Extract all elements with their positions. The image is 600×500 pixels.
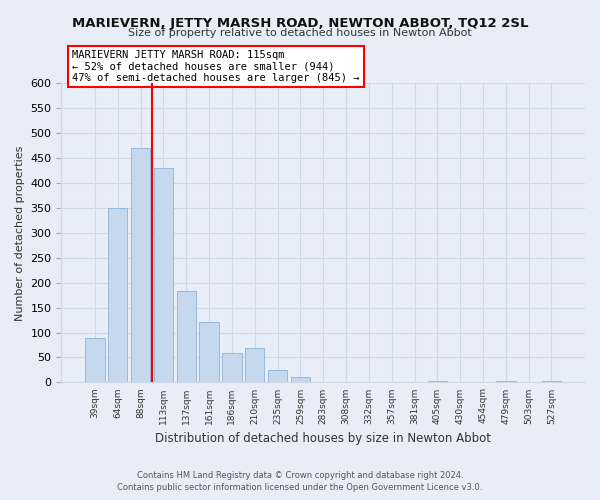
- Bar: [290, 378, 310, 382]
- Text: MARIEVERN JETTY MARSH ROAD: 115sqm
← 52% of detached houses are smaller (944)
47: MARIEVERN JETTY MARSH ROAD: 115sqm ← 52%…: [72, 50, 359, 83]
- Bar: [154, 168, 173, 382]
- Bar: [199, 322, 219, 382]
- Bar: [268, 370, 287, 382]
- Bar: [542, 381, 561, 382]
- Bar: [108, 208, 127, 382]
- Bar: [222, 352, 242, 382]
- Y-axis label: Number of detached properties: Number of detached properties: [15, 145, 25, 320]
- X-axis label: Distribution of detached houses by size in Newton Abbot: Distribution of detached houses by size …: [155, 432, 491, 445]
- Bar: [176, 291, 196, 382]
- Text: MARIEVERN, JETTY MARSH ROAD, NEWTON ABBOT, TQ12 2SL: MARIEVERN, JETTY MARSH ROAD, NEWTON ABBO…: [72, 18, 528, 30]
- Bar: [428, 381, 447, 382]
- Bar: [245, 348, 265, 382]
- Text: Size of property relative to detached houses in Newton Abbot: Size of property relative to detached ho…: [128, 28, 472, 38]
- Bar: [496, 381, 515, 382]
- Bar: [85, 338, 104, 382]
- Text: Contains HM Land Registry data © Crown copyright and database right 2024.
Contai: Contains HM Land Registry data © Crown c…: [118, 471, 482, 492]
- Bar: [131, 148, 150, 382]
